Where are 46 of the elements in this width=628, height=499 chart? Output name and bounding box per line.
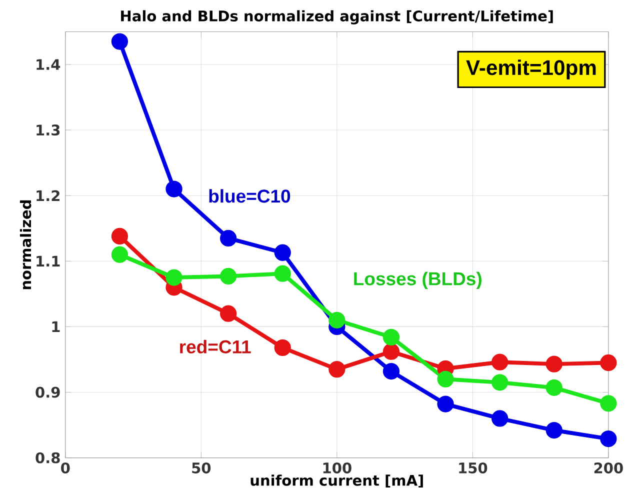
point	[492, 354, 508, 370]
y-tick-label: 1.2	[36, 190, 60, 201]
point	[382, 343, 400, 360]
y-tick-label: 1.3	[36, 124, 60, 136]
y-tick-label: 1	[52, 321, 60, 332]
y-tick-label: 0.9	[36, 386, 60, 398]
annotation: V-emit=10pm	[466, 59, 596, 80]
point	[328, 312, 346, 328]
point	[437, 370, 454, 388]
point	[382, 362, 400, 380]
point	[328, 360, 346, 378]
y-axis-title: normalized	[20, 200, 32, 289]
x-tick-label: 200	[594, 462, 623, 474]
point	[600, 394, 617, 412]
x-tick-label: 50	[192, 462, 211, 474]
point	[546, 356, 562, 372]
point	[166, 269, 182, 286]
point	[274, 265, 291, 282]
point	[220, 230, 237, 246]
point	[111, 228, 128, 244]
point	[166, 180, 182, 198]
point	[382, 328, 400, 346]
chart-title: Halo and BLDs normalized against [Current/Lifetime]	[121, 10, 553, 24]
y-tick-label: 0.8	[36, 452, 60, 464]
point	[492, 410, 508, 427]
point	[274, 339, 291, 356]
point	[492, 374, 508, 391]
point	[546, 422, 562, 438]
x-tick-label: 100	[323, 462, 352, 474]
y-tick-label: 1.4	[36, 59, 60, 70]
x-tick-label: 150	[459, 462, 488, 474]
point	[220, 305, 237, 322]
point	[111, 33, 128, 50]
point	[111, 246, 128, 263]
point	[546, 379, 562, 396]
series-label: red=C11	[180, 340, 251, 354]
point	[600, 430, 617, 447]
y-tick-label: 1.1	[36, 256, 60, 266]
point	[274, 244, 291, 261]
point	[600, 354, 617, 371]
x-tick-label: 0	[61, 462, 70, 474]
series-label: Losses (BLDs)	[354, 272, 482, 289]
series-label: blue=C10	[209, 188, 290, 203]
x-axis-title: uniform current [mA]	[250, 474, 423, 488]
point	[437, 396, 454, 412]
point	[220, 268, 237, 284]
